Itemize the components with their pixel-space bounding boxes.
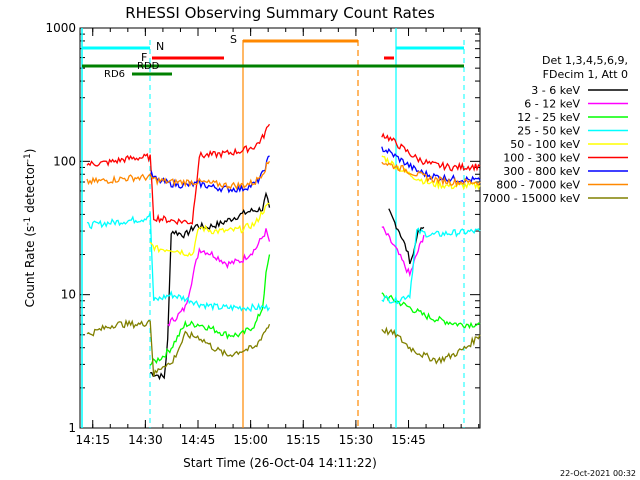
legend-label: 12 - 25 keV — [517, 111, 580, 124]
series-line-2-0 — [149, 254, 271, 366]
series-line-2-1 — [381, 292, 481, 330]
chart-title: RHESSI Observing Summary Count Rates — [125, 4, 435, 22]
legend-label: 25 - 50 keV — [517, 125, 580, 138]
flag-label-rdd: RDD — [137, 61, 160, 72]
x-tick-label: 14:15 — [75, 433, 110, 447]
plot-frame — [79, 27, 481, 429]
series-line-3-0 — [86, 212, 271, 313]
legend-header-line1: Det 1,3,4,5,6,9, — [542, 54, 628, 67]
legend-label: 300 - 800 keV — [503, 165, 580, 178]
y-tick-label: 10 — [61, 288, 76, 302]
y-tick-label: 1000 — [45, 21, 76, 35]
x-tick-label: 15:15 — [286, 433, 321, 447]
series-line-8-0 — [86, 318, 271, 377]
series-line-8-1 — [381, 326, 481, 365]
legend-label: 100 - 300 keV — [503, 152, 580, 165]
x-axis-ticks: 14:15 14:30 14:45 15:00 15:15 15:30 15:45 — [75, 28, 480, 447]
legend-label: 800 - 7000 keV — [496, 179, 580, 192]
legend-label: 3 - 6 keV — [531, 84, 580, 97]
series-line-6-0 — [149, 155, 270, 194]
series-line-7-1 — [381, 161, 481, 188]
x-tick-label: 14:30 — [128, 433, 163, 447]
series-line-4-0 — [149, 202, 270, 257]
series-line-1-0 — [167, 228, 271, 327]
legend: Det 1,3,4,5,6,9, FDecim 1, Att 0 3 - 6 k… — [482, 54, 628, 205]
x-axis-label: Start Time (26-Oct-04 14:11:22) — [183, 456, 377, 470]
legend-label: 6 - 12 keV — [524, 98, 580, 111]
y-axis-label: Count Rate (s-1 detector-1) — [23, 149, 37, 308]
x-tick-label: 14:45 — [181, 433, 216, 447]
series-line-0-1 — [388, 208, 425, 265]
flag-label-rd6: RD6 — [104, 69, 125, 80]
y-tick-label: 1 — [68, 421, 76, 435]
flag-label-n: N — [156, 40, 164, 53]
legend-header-line2: FDecim 1, Att 0 — [543, 68, 628, 81]
footer-timestamp: 22-Oct-2021 00:32 — [560, 469, 636, 478]
y-axis-ticks: 1 10 100 1000 — [45, 21, 480, 435]
x-tick-label: 15:00 — [233, 433, 268, 447]
series-line-7-0 — [86, 160, 271, 191]
x-tick-label: 15:30 — [339, 433, 374, 447]
legend-label: 50 - 100 keV — [510, 138, 580, 151]
legend-label: 7000 - 15000 keV — [482, 192, 580, 205]
flag-label-f: F — [141, 51, 147, 64]
series-line-5-0 — [86, 123, 271, 226]
time-markers — [81, 28, 465, 428]
series-line-3-1 — [381, 227, 481, 305]
series-line-5-1 — [381, 132, 481, 172]
series-line-1-1 — [381, 226, 425, 278]
series-layer — [86, 123, 481, 381]
flag-label-s: S — [230, 33, 237, 46]
y-tick-label: 100 — [53, 154, 76, 168]
x-tick-label: 15:45 — [391, 433, 426, 447]
observing-flags: N S F RDD RD6 — [82, 33, 464, 80]
